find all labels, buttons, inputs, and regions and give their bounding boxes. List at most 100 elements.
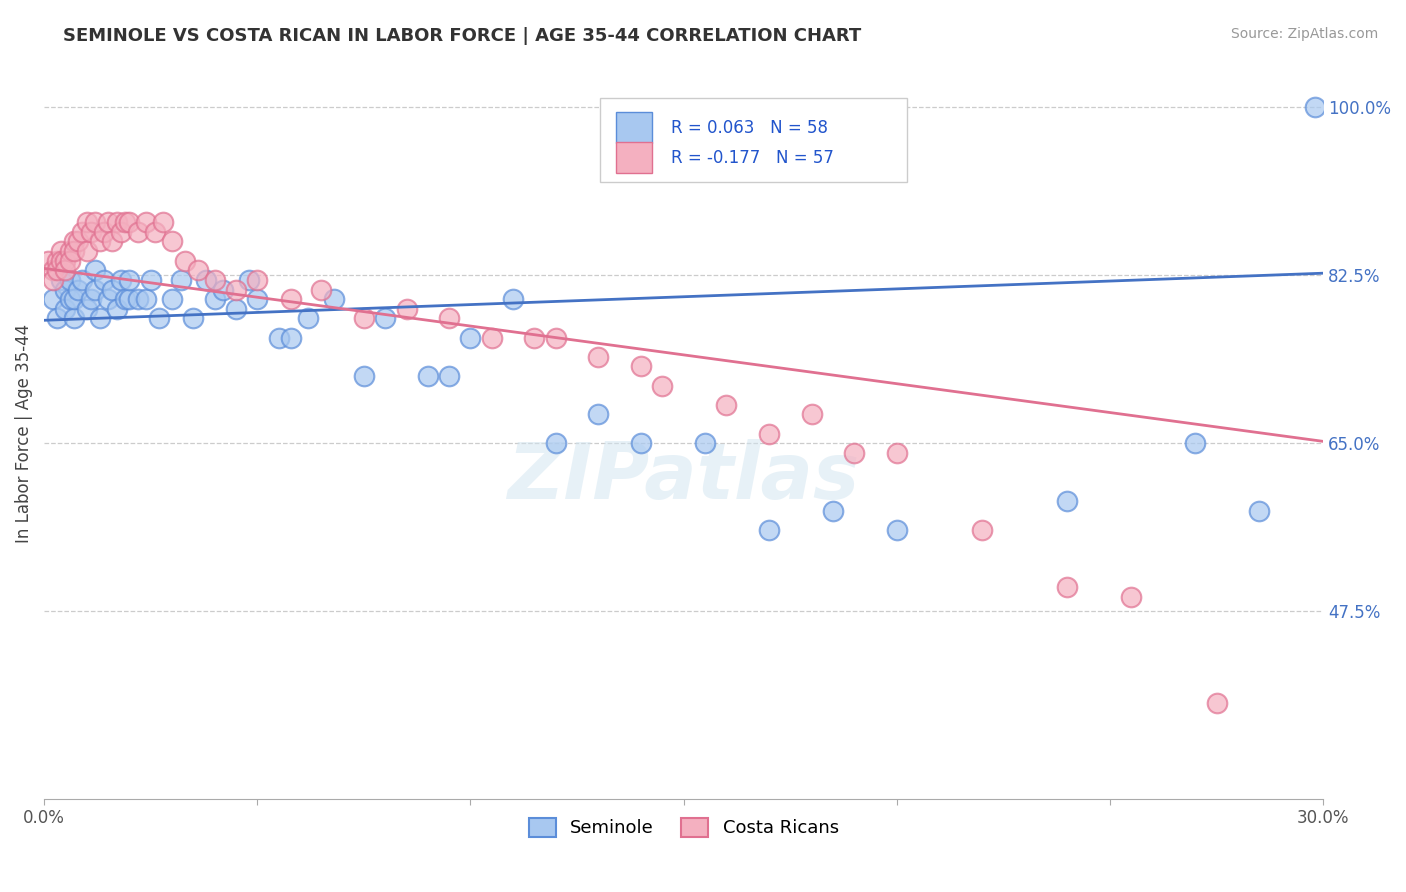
Point [55, 283, 77, 297]
Point [437, 369, 460, 384]
Point [41, 263, 63, 277]
FancyBboxPatch shape [616, 143, 651, 173]
Point [280, 292, 302, 306]
Point [800, 408, 823, 422]
Point [59, 244, 82, 259]
Point [651, 378, 673, 392]
Point [51, 273, 73, 287]
Point [544, 330, 567, 344]
Point [195, 273, 218, 287]
Point [588, 408, 610, 422]
Point [437, 311, 460, 326]
Point [1056, 494, 1078, 508]
Point [152, 215, 174, 229]
Point [844, 446, 866, 460]
Point [76, 215, 98, 229]
Point [41, 273, 63, 287]
Point [183, 311, 205, 326]
Point [55, 301, 77, 316]
Text: R = 0.063   N = 58: R = 0.063 N = 58 [671, 119, 828, 136]
Point [110, 273, 132, 287]
Point [135, 215, 157, 229]
Point [101, 235, 124, 249]
Point [139, 273, 162, 287]
Point [59, 273, 82, 287]
Point [246, 292, 269, 306]
Point [143, 225, 166, 239]
Point [323, 292, 346, 306]
Point [63, 244, 86, 259]
Point [630, 436, 652, 450]
Point [80, 225, 103, 239]
Point [76, 301, 98, 316]
Point [1303, 100, 1326, 114]
FancyBboxPatch shape [616, 112, 651, 143]
Point [693, 436, 716, 450]
Point [45, 263, 67, 277]
Point [89, 311, 111, 326]
Text: SEMINOLE VS COSTA RICAN IN LABOR FORCE | AGE 35-44 CORRELATION CHART: SEMINOLE VS COSTA RICAN IN LABOR FORCE |… [63, 27, 862, 45]
Point [135, 292, 157, 306]
Legend: Seminole, Costa Ricans: Seminole, Costa Ricans [522, 811, 846, 845]
Point [84, 283, 107, 297]
Point [187, 263, 209, 277]
Point [67, 235, 90, 249]
Point [76, 244, 98, 259]
Point [716, 398, 738, 412]
Point [173, 253, 195, 268]
Point [267, 330, 290, 344]
Point [114, 292, 136, 306]
Point [127, 225, 149, 239]
Point [45, 253, 67, 268]
Point [970, 523, 993, 537]
Point [41, 292, 63, 306]
Point [821, 503, 844, 517]
Point [238, 273, 260, 287]
Point [118, 292, 141, 306]
Point [160, 235, 183, 249]
Point [59, 253, 82, 268]
Point [588, 350, 610, 364]
Point [59, 292, 82, 306]
Point [110, 225, 132, 239]
Point [105, 301, 128, 316]
Point [395, 301, 418, 316]
Point [1184, 436, 1206, 450]
Point [118, 273, 141, 287]
Point [353, 369, 375, 384]
Point [758, 426, 780, 441]
Point [51, 244, 73, 259]
Text: R = -0.177   N = 57: R = -0.177 N = 57 [671, 149, 834, 167]
Point [886, 523, 908, 537]
Point [84, 215, 107, 229]
Point [118, 215, 141, 229]
Point [297, 311, 319, 326]
Point [114, 215, 136, 229]
Point [89, 235, 111, 249]
Y-axis label: In Labor Force | Age 35-44: In Labor Force | Age 35-44 [15, 324, 32, 543]
Point [309, 283, 332, 297]
Point [93, 225, 115, 239]
Point [72, 273, 94, 287]
Point [148, 311, 170, 326]
Text: ZIPatlas: ZIPatlas [508, 440, 859, 516]
Point [502, 292, 524, 306]
Point [460, 330, 482, 344]
Point [45, 311, 67, 326]
Point [212, 283, 235, 297]
Point [169, 273, 191, 287]
Point [93, 273, 115, 287]
FancyBboxPatch shape [600, 98, 907, 182]
Point [67, 283, 90, 297]
Point [630, 359, 652, 374]
Point [63, 235, 86, 249]
Point [101, 283, 124, 297]
Point [1205, 696, 1227, 710]
Point [127, 292, 149, 306]
Point [544, 436, 567, 450]
Point [758, 523, 780, 537]
Point [1249, 503, 1271, 517]
Point [37, 253, 59, 268]
Point [225, 301, 247, 316]
Text: Source: ZipAtlas.com: Source: ZipAtlas.com [1230, 27, 1378, 41]
